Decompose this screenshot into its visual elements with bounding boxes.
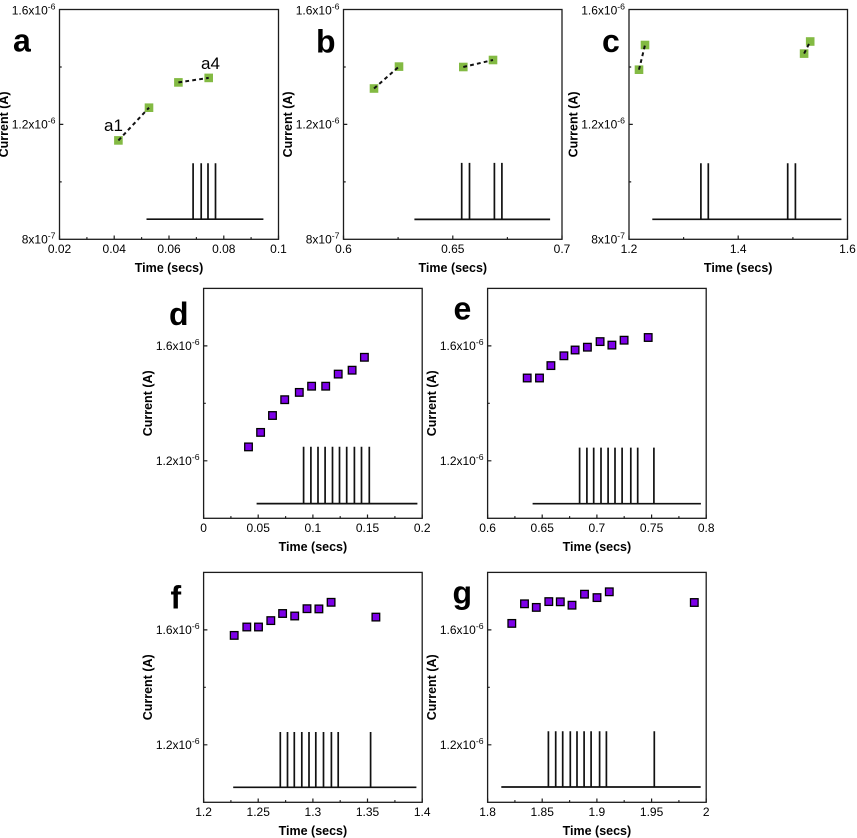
svg-text:0.08: 0.08 [212, 242, 236, 256]
svg-text:0.6: 0.6 [479, 521, 496, 535]
svg-text:Current (A): Current (A) [141, 654, 155, 720]
svg-text:1.2x10-6: 1.2x10-6 [581, 116, 625, 132]
svg-text:8x10-7: 8x10-7 [22, 231, 56, 247]
svg-text:a4: a4 [201, 54, 220, 73]
svg-text:Current (A): Current (A) [0, 91, 11, 157]
svg-text:2: 2 [703, 805, 710, 819]
svg-text:Time (secs): Time (secs) [704, 261, 773, 275]
svg-text:0.8: 0.8 [698, 521, 715, 535]
svg-text:1.6x10-6: 1.6x10-6 [156, 621, 200, 637]
svg-text:1.25: 1.25 [247, 805, 271, 819]
svg-text:Current (A): Current (A) [141, 370, 155, 436]
svg-text:1.6x10-6: 1.6x10-6 [440, 621, 484, 637]
svg-text:Time (secs): Time (secs) [419, 261, 488, 275]
svg-text:0.75: 0.75 [640, 521, 664, 535]
svg-text:Time (secs): Time (secs) [563, 540, 632, 554]
svg-text:a: a [13, 23, 31, 59]
svg-text:0.06: 0.06 [157, 242, 181, 256]
svg-text:1.9: 1.9 [589, 805, 606, 819]
svg-text:0.2: 0.2 [414, 521, 431, 535]
svg-text:1.6x10-6: 1.6x10-6 [12, 2, 56, 18]
svg-text:1.95: 1.95 [640, 805, 664, 819]
svg-text:Current (A): Current (A) [281, 91, 295, 157]
svg-text:1.6x10-6: 1.6x10-6 [296, 2, 340, 18]
svg-text:d: d [169, 296, 189, 332]
svg-text:0.65: 0.65 [441, 242, 465, 256]
svg-text:b: b [316, 24, 336, 60]
svg-text:8x10-7: 8x10-7 [306, 231, 340, 247]
svg-text:c: c [602, 23, 620, 59]
svg-text:Time (secs): Time (secs) [563, 824, 632, 838]
svg-text:1.2: 1.2 [195, 805, 212, 819]
svg-text:0.15: 0.15 [356, 521, 380, 535]
svg-text:1.6x10-6: 1.6x10-6 [156, 337, 200, 353]
svg-text:0.04: 0.04 [103, 242, 127, 256]
svg-text:Time (secs): Time (secs) [135, 261, 204, 275]
svg-text:0.02: 0.02 [48, 242, 72, 256]
svg-text:0.05: 0.05 [247, 521, 271, 535]
svg-text:1.85: 1.85 [531, 805, 555, 819]
svg-text:1.35: 1.35 [356, 805, 380, 819]
svg-text:1.2x10-6: 1.2x10-6 [440, 452, 484, 468]
svg-text:e: e [454, 291, 472, 327]
svg-text:1.6: 1.6 [839, 242, 856, 256]
svg-text:1.8: 1.8 [479, 805, 496, 819]
svg-text:Current (A): Current (A) [425, 370, 439, 436]
svg-text:0: 0 [200, 521, 207, 535]
svg-text:1.2: 1.2 [621, 242, 638, 256]
svg-text:0.1: 0.1 [305, 521, 322, 535]
svg-text:0.65: 0.65 [531, 521, 555, 535]
svg-text:f: f [171, 579, 182, 615]
svg-text:1.4: 1.4 [730, 242, 747, 256]
svg-text:1.2x10-6: 1.2x10-6 [296, 116, 340, 132]
svg-text:0.7: 0.7 [554, 242, 571, 256]
svg-text:1.2x10-6: 1.2x10-6 [440, 736, 484, 752]
svg-text:0.7: 0.7 [589, 521, 606, 535]
svg-text:a1: a1 [104, 116, 123, 135]
svg-text:Time (secs): Time (secs) [279, 824, 348, 838]
svg-text:1.2x10-6: 1.2x10-6 [12, 116, 56, 132]
svg-text:1.2x10-6: 1.2x10-6 [156, 452, 200, 468]
svg-text:1.4: 1.4 [414, 805, 431, 819]
svg-text:Current (A): Current (A) [425, 654, 439, 720]
svg-text:1.6x10-6: 1.6x10-6 [440, 337, 484, 353]
svg-text:1.3: 1.3 [305, 805, 322, 819]
svg-text:8x10-7: 8x10-7 [591, 231, 625, 247]
svg-text:1.6x10-6: 1.6x10-6 [581, 2, 625, 18]
svg-text:Current (A): Current (A) [567, 91, 581, 157]
svg-text:0.1: 0.1 [270, 242, 287, 256]
svg-text:0.6: 0.6 [335, 242, 352, 256]
svg-text:g: g [453, 575, 473, 611]
svg-text:Time (secs): Time (secs) [279, 540, 348, 554]
svg-text:1.2x10-6: 1.2x10-6 [156, 736, 200, 752]
